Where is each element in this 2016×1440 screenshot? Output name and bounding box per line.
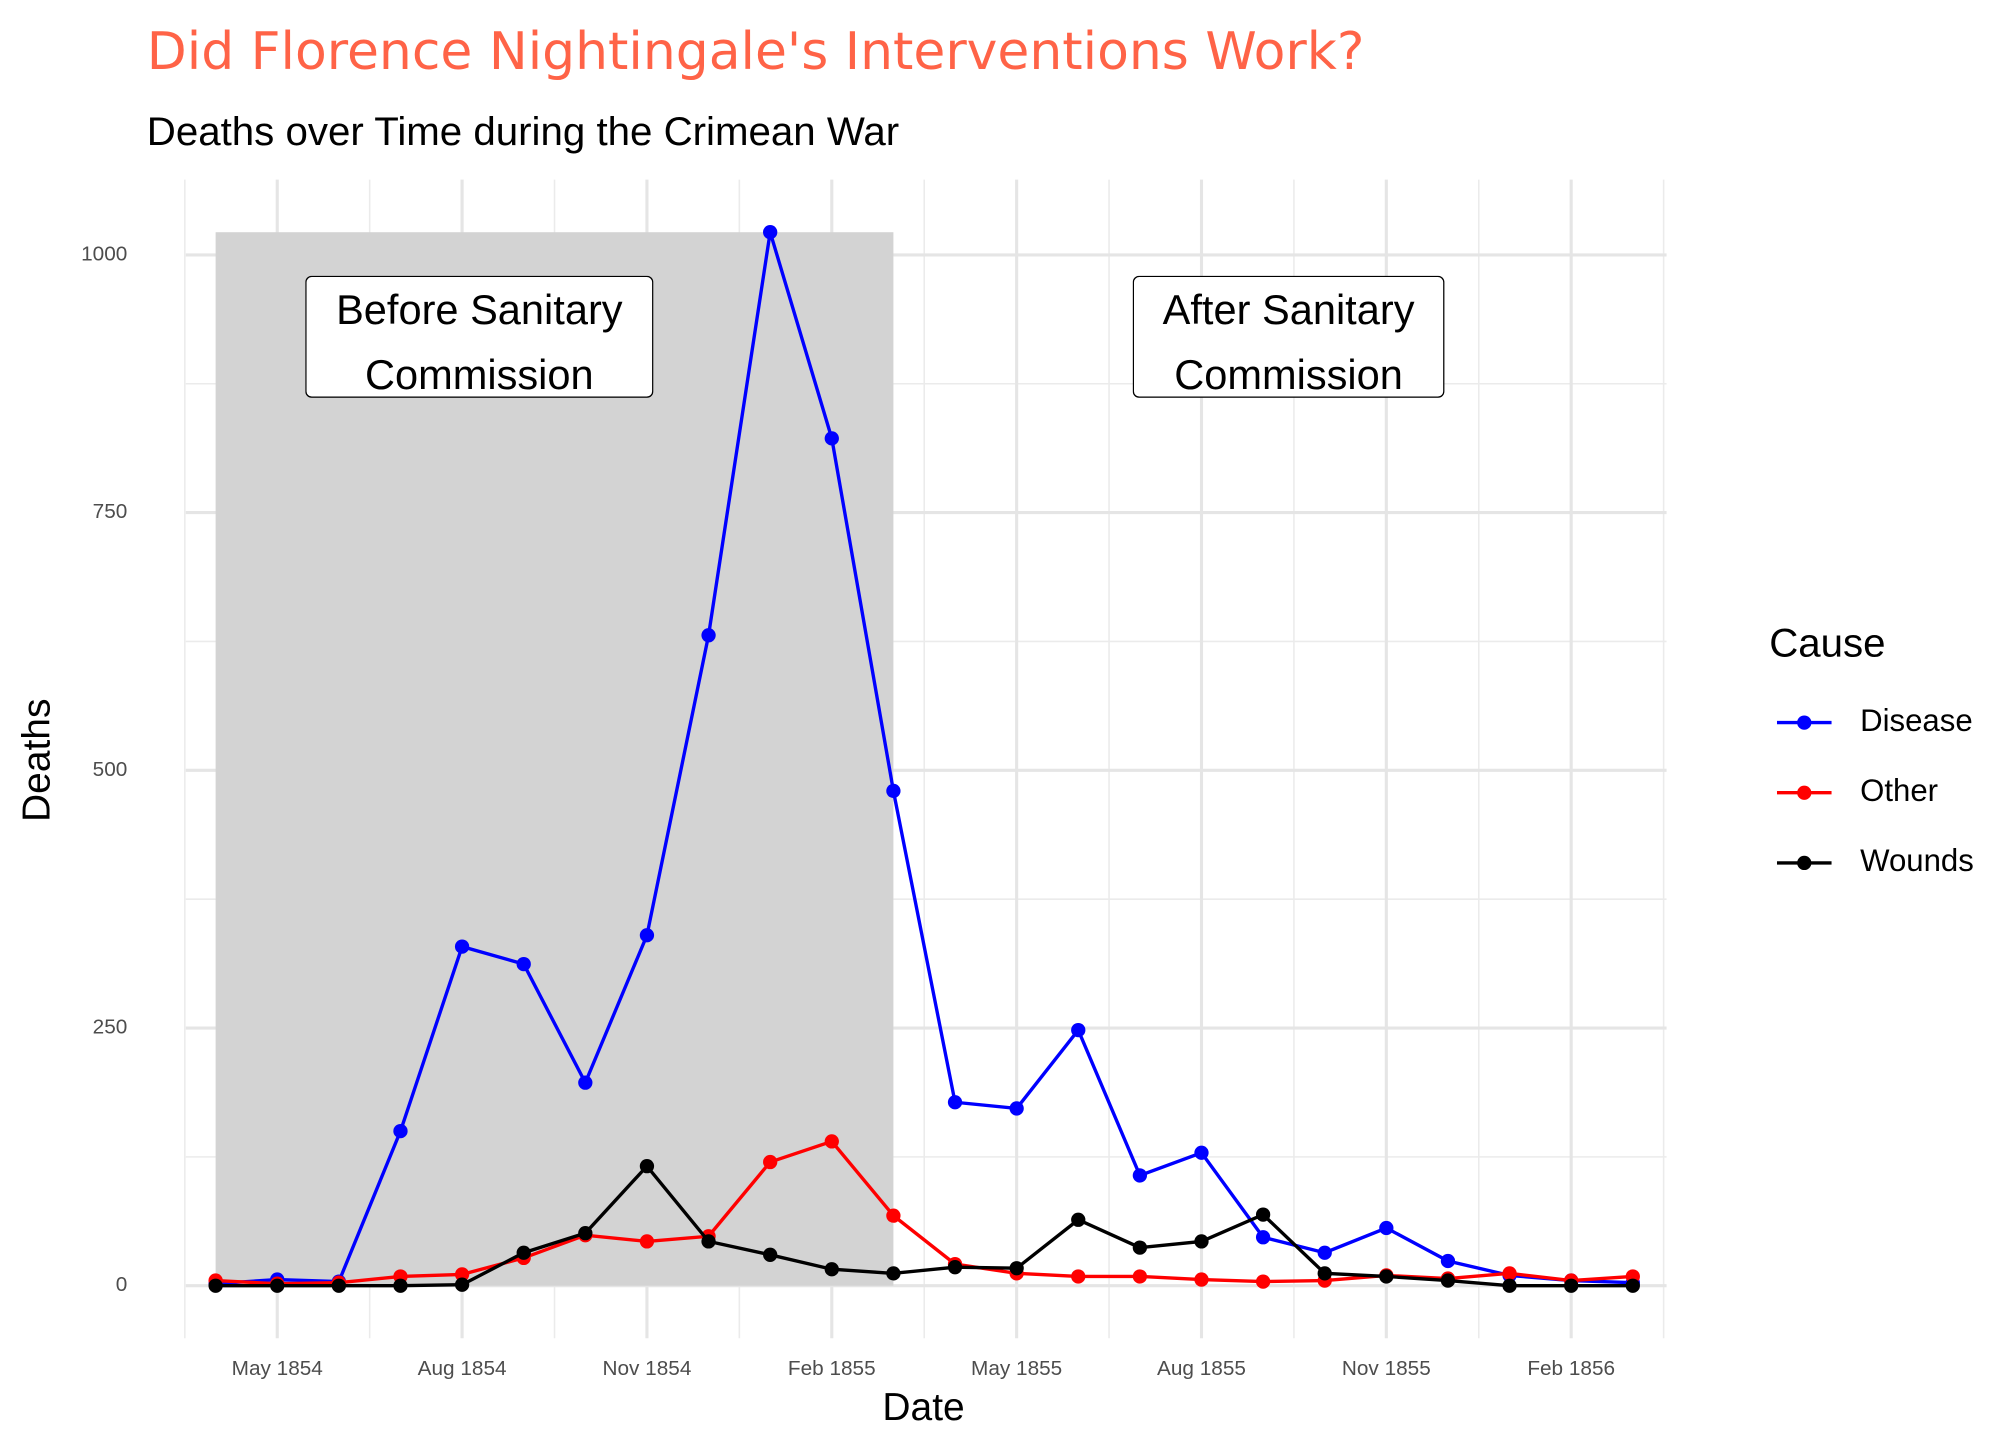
data-point	[1564, 1278, 1579, 1293]
data-point	[454, 1267, 470, 1282]
data-point	[1255, 1230, 1271, 1245]
data-point	[578, 1226, 593, 1241]
data-point	[824, 1262, 839, 1277]
legend-swatch-point	[1797, 855, 1812, 871]
annotation: Before Sanitary Commission	[305, 275, 654, 398]
data-point	[1071, 1269, 1086, 1284]
data-point	[1194, 1234, 1209, 1249]
y-tick-label: 250	[93, 1016, 128, 1039]
annotation: After Sanitary Commission	[1132, 275, 1445, 398]
x-tick-label: May 1854	[232, 1357, 323, 1380]
data-point	[1379, 1269, 1394, 1284]
y-tick-label: 1000	[81, 242, 127, 265]
y-axis-label: Deaths	[15, 699, 58, 822]
data-point	[1194, 1272, 1209, 1287]
data-point	[639, 928, 655, 943]
x-tick-label: Nov 1855	[1342, 1357, 1431, 1380]
data-point	[1625, 1278, 1640, 1293]
data-point	[393, 1123, 408, 1139]
data-point	[824, 1134, 839, 1149]
data-point	[393, 1278, 408, 1293]
annotation-box: After Sanitary Commission	[1132, 275, 1445, 398]
legend-swatch-point	[1797, 715, 1812, 730]
series-line	[215, 1163, 1633, 1288]
legend-title: Cause	[1769, 621, 1885, 666]
data-point	[1317, 1245, 1332, 1260]
data-point	[1255, 1207, 1271, 1222]
data-point	[270, 1278, 285, 1293]
data-point	[886, 1266, 901, 1281]
data-point	[1194, 1145, 1209, 1160]
x-tick-label: Feb 1855	[788, 1357, 876, 1380]
data-point	[1009, 1261, 1024, 1276]
data-point	[886, 1208, 901, 1223]
x-tick-label: Aug 1855	[1157, 1357, 1246, 1380]
data-point	[639, 1159, 655, 1174]
data-point	[208, 1278, 223, 1293]
data-point	[1132, 1240, 1148, 1255]
y-tick-label: 0	[116, 1273, 128, 1296]
legend-swatch-point	[1797, 785, 1812, 800]
chart-title: Did Florence Nightingale's Interventions…	[147, 22, 1365, 82]
x-tick-label: Aug 1854	[418, 1357, 507, 1380]
data-point	[578, 1075, 593, 1090]
data-point	[701, 628, 716, 643]
data-point	[516, 956, 531, 972]
shaded-period	[215, 232, 894, 1286]
marks	[208, 225, 1640, 1293]
data-point	[1132, 1269, 1148, 1284]
data-point	[1009, 1101, 1024, 1116]
legend-label: Disease	[1860, 703, 1973, 738]
data-point	[1502, 1266, 1517, 1281]
data-point	[516, 1245, 531, 1260]
data-point	[331, 1278, 347, 1293]
data-point	[1132, 1168, 1148, 1183]
data-point	[763, 1247, 778, 1262]
data-point	[1440, 1273, 1456, 1288]
y-tick-label: 500	[93, 758, 128, 781]
data-point	[763, 225, 778, 240]
data-point	[454, 1277, 470, 1292]
x-tick-label: May 1855	[971, 1357, 1062, 1380]
data-point	[1502, 1278, 1517, 1293]
data-point	[947, 1260, 963, 1275]
data-point	[639, 1234, 655, 1249]
x-tick-label: Nov 1854	[602, 1357, 691, 1380]
data-point	[454, 939, 470, 954]
data-point	[1255, 1274, 1271, 1289]
chart-subtitle: Deaths over Time during the Crimean War	[147, 109, 899, 154]
annotation-box: Before Sanitary Commission	[305, 275, 654, 398]
legend-label: Other	[1860, 773, 1938, 808]
y-tick-label: 750	[93, 500, 128, 523]
data-point	[1071, 1022, 1086, 1038]
data-point	[947, 1095, 963, 1110]
data-point	[824, 431, 839, 446]
x-tick-label: Feb 1856	[1527, 1357, 1615, 1380]
x-axis-label: Date	[882, 1386, 964, 1429]
legend-label: Wounds	[1860, 843, 1974, 878]
data-point	[1379, 1220, 1394, 1236]
data-point	[886, 783, 901, 799]
shade-layer	[215, 232, 894, 1286]
data-point	[701, 1234, 716, 1249]
data-point	[763, 1154, 778, 1170]
data-point	[1071, 1212, 1086, 1227]
data-point	[1440, 1253, 1456, 1269]
series-line	[215, 231, 1633, 1286]
data-point	[1317, 1266, 1332, 1281]
